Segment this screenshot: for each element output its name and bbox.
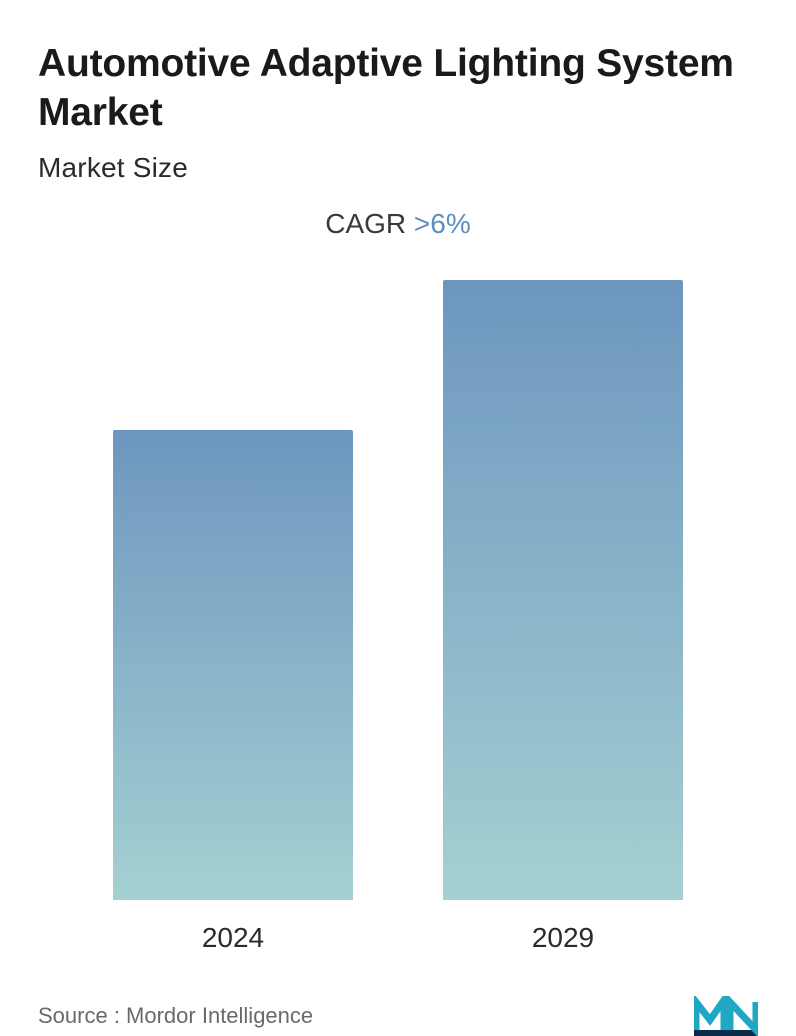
- footer: Source : Mordor Intelligence: [38, 984, 758, 1036]
- chart-container: Automotive Adaptive Lighting System Mark…: [0, 0, 796, 1034]
- bar-group-2024: 2024: [113, 430, 353, 954]
- mordor-logo-icon: [694, 996, 758, 1036]
- bar-group-2029: 2029: [443, 280, 683, 954]
- chart-title: Automotive Adaptive Lighting System Mark…: [38, 40, 758, 138]
- bar-2024: [113, 430, 353, 900]
- cagr-line: CAGR >6%: [38, 208, 758, 240]
- cagr-value: >6%: [414, 208, 471, 239]
- chart-subtitle: Market Size: [38, 152, 758, 184]
- bar-2029: [443, 280, 683, 900]
- bar-label-2024: 2024: [202, 922, 264, 954]
- bar-label-2029: 2029: [532, 922, 594, 954]
- cagr-label: CAGR: [325, 208, 414, 239]
- bar-chart: 2024 2029: [38, 280, 758, 984]
- source-text: Source : Mordor Intelligence: [38, 1003, 313, 1029]
